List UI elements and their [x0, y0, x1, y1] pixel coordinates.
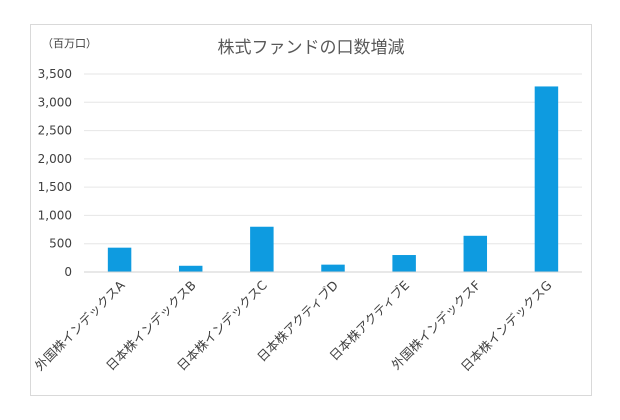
y-tick-label: 1,500 [38, 180, 72, 194]
unit-label: （百万口） [42, 37, 97, 50]
chart-frame [30, 24, 592, 396]
y-tick-label: 3,000 [38, 95, 72, 109]
bar-4 [321, 264, 345, 272]
y-axis-ticks: 0 500 1,000 1,500 2,000 2,500 3,000 3,500 [38, 67, 72, 279]
bar-5 [392, 255, 416, 272]
bar-6 [463, 235, 488, 272]
bar-3 [250, 226, 274, 272]
y-tick-label: 0 [64, 265, 72, 279]
bars [107, 86, 559, 273]
y-tick-label: 500 [49, 237, 72, 251]
bar-2 [178, 265, 203, 272]
y-tick-label: 2,500 [38, 124, 72, 138]
y-tick-label: 1,000 [38, 208, 72, 222]
y-tick-label: 2,000 [38, 152, 72, 166]
bar-1 [107, 247, 132, 272]
y-tick-label: 3,500 [38, 67, 72, 81]
x-axis-categories: 外国株インデックスA日本株インデックスB日本株インデックスC日本株アクティブD日… [32, 277, 555, 374]
gridlines [84, 73, 582, 245]
chart-title: 株式ファンドの口数増減 [218, 38, 405, 58]
bar-7 [534, 86, 559, 273]
